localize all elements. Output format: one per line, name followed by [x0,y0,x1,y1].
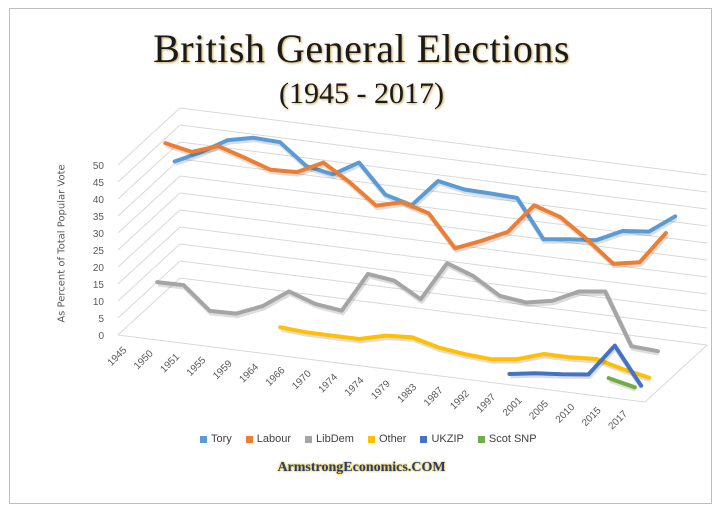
series-line-labour [163,141,668,266]
y-tick-label: 45 [93,178,105,189]
gridline-side [117,158,181,217]
x-tick-label: 1945 [106,345,130,369]
x-tick-label: 1959 [211,358,235,382]
gridline [179,209,708,278]
floor-front-edge [117,334,646,403]
series-line-tory [172,135,678,243]
chart-subtitle: (1945 - 2017) [279,77,444,110]
y-tick-label: 10 [93,297,105,308]
x-tick-label: 1950 [132,348,156,372]
x-tick-label: 2017 [606,408,630,432]
x-tick-label: 2010 [554,402,578,426]
gridline-side [117,192,181,251]
y-tick-labels: 0 5 10 15 20 25 30 35 40 45 50 [93,161,105,342]
gridline-side [117,141,181,200]
ukzip-swatch [420,435,428,443]
series-line-ukzip [507,343,644,388]
x-tick-label: 1979 [369,378,393,402]
gridline-side [117,107,181,166]
x-tick-label: 1992 [448,388,472,412]
legend-label: LibDem [316,433,354,445]
y-tick-label: 35 [93,212,105,223]
legend-label: Scot SNP [488,433,537,445]
legend-item-ukzip[interactable]: UKZIP [420,433,464,445]
legend: Tory Labour LibDem Other UKZIP Scot SNP [200,433,537,445]
credit-text: ArmstrongEconomics.COM [277,460,446,475]
gridline [179,107,708,176]
x-tick-label: 2005 [527,398,551,422]
gridline-side [117,209,181,268]
gridline [179,124,708,193]
labour-swatch [245,435,253,443]
tory-swatch [200,435,207,443]
gridline-side [117,175,181,234]
x-tick-label: 1964 [238,361,262,385]
chart-title: British General Elections [153,26,570,71]
series-line-libdem [155,261,660,354]
series-line-scot-snp [606,376,637,390]
gridline [179,141,708,210]
gridline-side [117,243,181,302]
gridline-side [117,277,181,336]
x-tick-label: 1951 [158,351,182,375]
x-tick-label: 1987 [422,385,446,409]
y-tick-label: 25 [93,246,105,257]
x-tick-label: 1974 [343,375,367,399]
x-tick-label: 1983 [396,382,420,406]
legend-item-other[interactable]: Other [367,433,407,445]
y-tick-label: 20 [93,263,105,274]
gridline [179,158,708,227]
x-tick-label: 1966 [264,365,288,389]
gridline [179,226,708,295]
legend-item-scot-snp[interactable]: Scot SNP [477,433,537,445]
x-tick-label: 1974 [317,372,341,396]
gridline [179,192,708,261]
chart-frame [9,8,712,504]
series-lines [155,135,678,392]
legend-item-labour[interactable]: Labour [245,433,292,445]
gridline-side [117,124,181,183]
y-tick-label: 50 [93,161,105,172]
y-tick-label: 30 [93,229,105,240]
gridline [179,277,708,346]
legend-label: UKZIP [431,433,464,445]
y-tick-label: 5 [98,314,104,325]
gridline-side [117,226,181,285]
gridline [179,243,708,312]
y-tick-label: 40 [93,195,105,206]
legend-item-tory[interactable]: Tory [200,433,232,445]
x-tick-label: 1970 [290,368,314,392]
scot-snp-swatch [477,435,485,443]
legend-label: Tory [211,433,232,445]
floor-right-edge [644,344,708,403]
other-swatch [367,435,375,443]
x-tick-label: 2015 [580,405,604,429]
gridline-side [117,260,181,319]
x-tick-label: 1955 [185,355,209,379]
y-tick-label: 0 [98,331,104,342]
y-tick-label: 15 [93,280,105,291]
legend-label: Labour [256,433,292,445]
x-tick-label: 1997 [475,392,499,416]
legend-item-libdem[interactable]: LibDem [305,433,354,445]
x-tick-label: 2001 [501,395,525,419]
legend-label: Other [378,433,407,445]
series-line-other [278,325,652,380]
libdem-swatch [305,435,313,443]
